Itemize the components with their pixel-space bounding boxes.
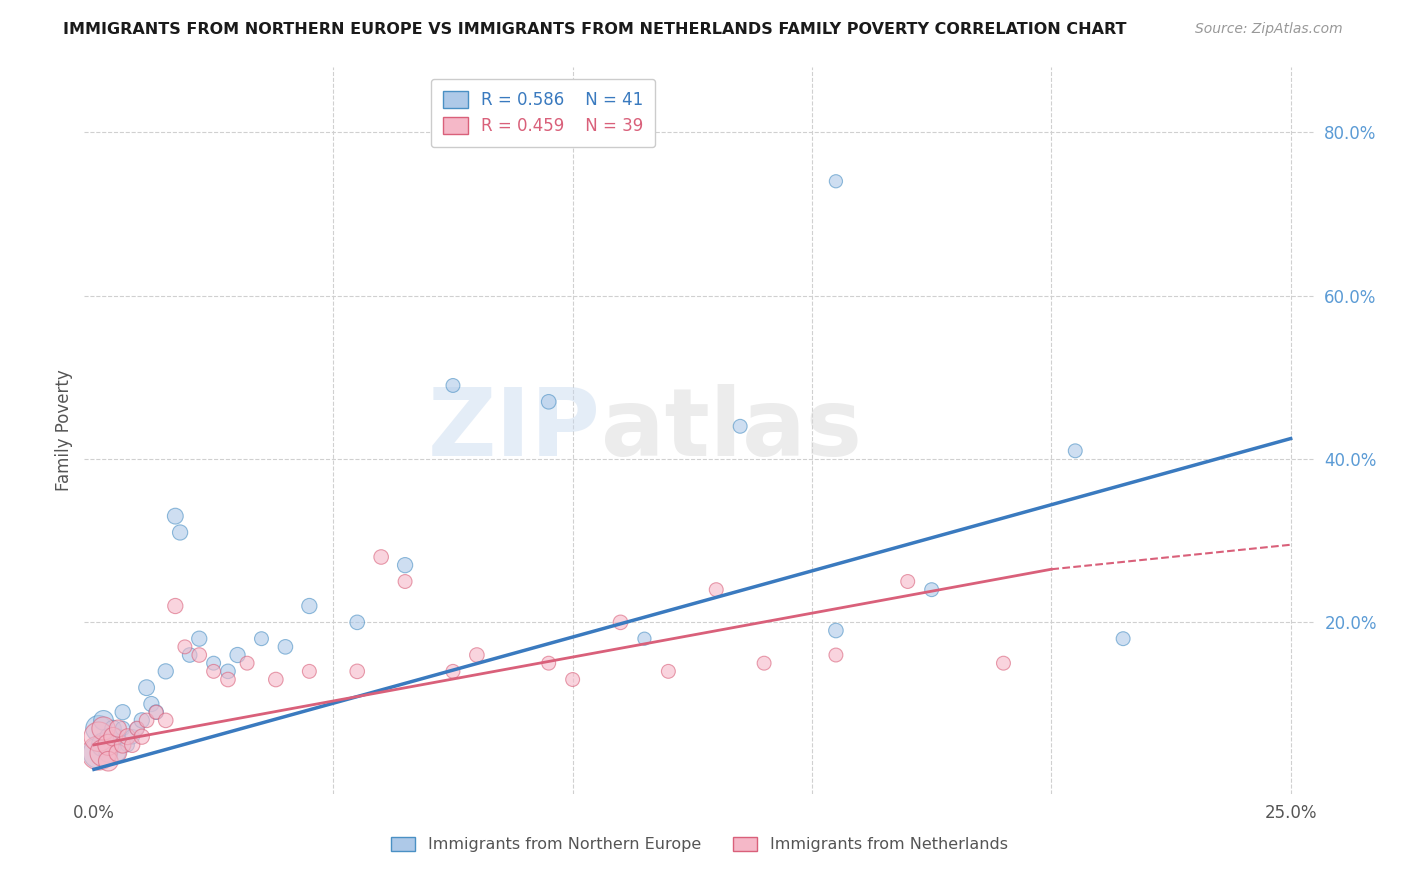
Point (298, 665, 321, 679)
Point (188, 648, 211, 662)
Text: atlas: atlas (602, 384, 862, 476)
Point (346, 615, 368, 630)
Point (298, 599, 321, 613)
Point (145, 705, 167, 719)
Point (97, 754, 120, 768)
Point (179, 648, 201, 662)
Y-axis label: Family Poverty: Family Poverty (55, 369, 73, 491)
Point (173, 640, 195, 654)
Point (107, 722, 129, 736)
Point (609, 615, 631, 630)
Point (1112, 632, 1135, 646)
Point (537, 656, 560, 670)
Point (165, 509, 187, 524)
Point (993, 656, 1015, 670)
Point (561, 673, 583, 687)
Point (107, 746, 129, 760)
Point (135, 681, 157, 695)
Point (131, 730, 153, 744)
Point (125, 722, 148, 736)
Point (441, 665, 464, 679)
Point (217, 665, 239, 679)
Point (107, 746, 129, 760)
Point (921, 582, 943, 597)
Point (188, 632, 211, 646)
Point (537, 394, 560, 409)
Point (145, 705, 167, 719)
Point (87, 722, 110, 736)
Point (825, 174, 848, 188)
Point (394, 558, 416, 573)
Point (728, 419, 751, 434)
Point (155, 665, 177, 679)
Point (97, 746, 120, 760)
Point (370, 549, 392, 564)
Point (202, 665, 225, 679)
Point (125, 722, 148, 736)
Point (274, 640, 297, 654)
Point (394, 574, 416, 589)
Point (441, 378, 464, 392)
Point (111, 738, 134, 752)
Point (111, 705, 134, 719)
Point (97, 730, 120, 744)
Point (825, 648, 848, 662)
Point (264, 673, 287, 687)
Point (141, 697, 163, 711)
Point (165, 599, 187, 613)
Point (101, 730, 124, 744)
Point (704, 582, 727, 597)
Point (250, 632, 273, 646)
Point (107, 730, 129, 744)
Point (117, 730, 139, 744)
Point (93, 714, 115, 728)
Point (633, 632, 655, 646)
Point (117, 738, 139, 752)
Point (121, 738, 143, 752)
Text: ZIP: ZIP (429, 384, 602, 476)
Point (121, 730, 143, 744)
Point (346, 665, 368, 679)
Point (131, 714, 153, 728)
Text: Source: ZipAtlas.com: Source: ZipAtlas.com (1195, 22, 1343, 37)
Point (169, 525, 191, 540)
Point (87, 746, 110, 760)
Point (155, 714, 177, 728)
Point (97, 738, 120, 752)
Point (897, 574, 920, 589)
Point (101, 738, 124, 752)
Point (87, 746, 110, 760)
Point (825, 624, 848, 638)
Point (226, 648, 249, 662)
Point (202, 656, 225, 670)
Point (1064, 443, 1087, 458)
Point (93, 722, 115, 736)
Point (93, 738, 115, 752)
Point (657, 665, 679, 679)
Point (217, 673, 239, 687)
Point (465, 648, 488, 662)
Point (87, 730, 110, 744)
Point (236, 656, 259, 670)
Legend: Immigrants from Northern Europe, Immigrants from Netherlands: Immigrants from Northern Europe, Immigra… (385, 830, 1014, 859)
Point (135, 714, 157, 728)
Text: IMMIGRANTS FROM NORTHERN EUROPE VS IMMIGRANTS FROM NETHERLANDS FAMILY POVERTY CO: IMMIGRANTS FROM NORTHERN EUROPE VS IMMIG… (63, 22, 1126, 37)
Point (93, 746, 115, 760)
Point (101, 722, 124, 736)
Point (752, 656, 775, 670)
Point (111, 722, 134, 736)
